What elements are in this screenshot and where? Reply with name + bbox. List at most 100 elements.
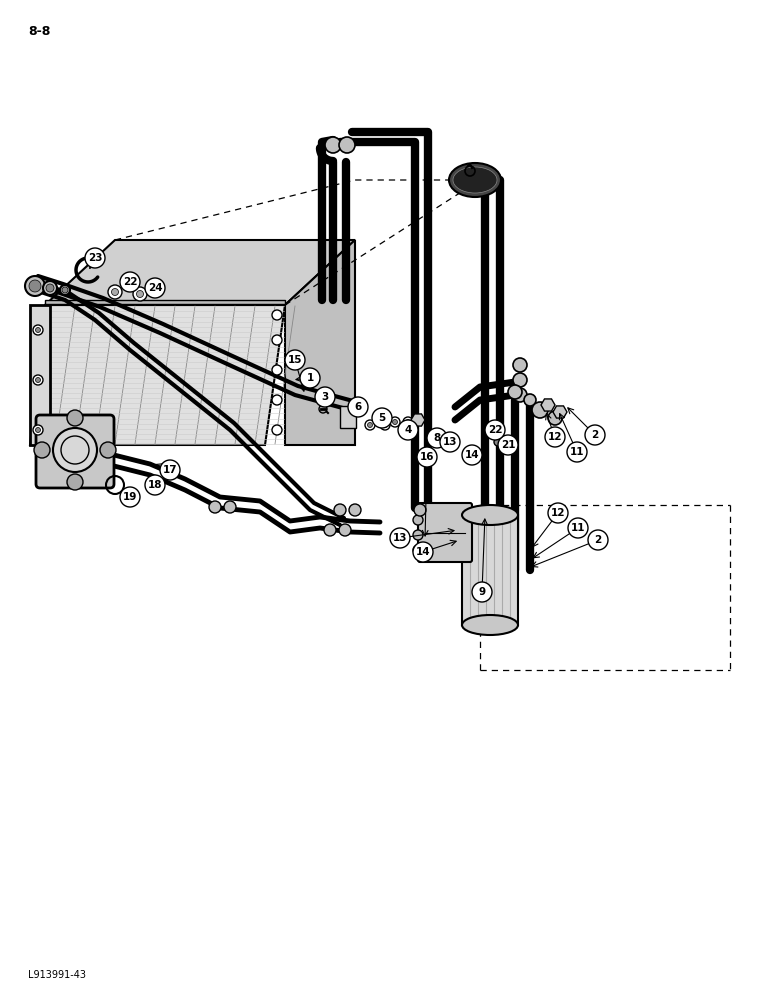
- Circle shape: [43, 281, 57, 295]
- Text: 12: 12: [548, 432, 562, 442]
- Circle shape: [585, 425, 605, 445]
- Circle shape: [339, 524, 351, 536]
- Circle shape: [100, 442, 116, 458]
- Circle shape: [568, 518, 588, 538]
- Circle shape: [285, 350, 305, 370]
- Text: 24: 24: [147, 283, 162, 293]
- Text: 16: 16: [420, 452, 434, 462]
- Text: 22: 22: [122, 277, 137, 287]
- Circle shape: [472, 582, 492, 602]
- Text: 14: 14: [465, 450, 480, 460]
- Circle shape: [272, 310, 282, 320]
- Circle shape: [25, 276, 45, 296]
- Circle shape: [403, 417, 413, 427]
- Circle shape: [29, 280, 41, 292]
- Polygon shape: [285, 240, 355, 445]
- Text: 18: 18: [147, 480, 162, 490]
- Text: 11: 11: [569, 447, 584, 457]
- Text: 2: 2: [594, 535, 601, 545]
- Circle shape: [372, 408, 392, 428]
- Circle shape: [548, 503, 568, 523]
- Circle shape: [224, 501, 236, 513]
- Circle shape: [160, 460, 180, 480]
- Circle shape: [498, 435, 518, 455]
- Circle shape: [513, 373, 527, 387]
- Circle shape: [272, 425, 282, 435]
- Circle shape: [414, 504, 426, 516]
- Circle shape: [390, 417, 400, 427]
- Circle shape: [136, 290, 144, 298]
- Circle shape: [46, 284, 54, 292]
- Text: 2: 2: [591, 430, 598, 440]
- Polygon shape: [541, 399, 555, 411]
- Circle shape: [567, 442, 587, 462]
- Text: 9: 9: [478, 587, 486, 597]
- Circle shape: [392, 420, 398, 424]
- Ellipse shape: [449, 163, 501, 197]
- Circle shape: [532, 402, 548, 418]
- Text: 1: 1: [307, 373, 314, 383]
- Text: 17: 17: [163, 465, 177, 475]
- Circle shape: [545, 427, 565, 447]
- Text: 14: 14: [416, 547, 431, 557]
- Circle shape: [390, 528, 410, 548]
- Text: 8: 8: [434, 433, 441, 443]
- Circle shape: [120, 272, 140, 292]
- Text: 11: 11: [571, 523, 585, 533]
- Circle shape: [60, 285, 70, 295]
- Circle shape: [272, 395, 282, 405]
- Text: 6: 6: [354, 402, 362, 412]
- Circle shape: [112, 288, 119, 296]
- Circle shape: [548, 411, 562, 425]
- Circle shape: [440, 432, 460, 452]
- Circle shape: [413, 530, 423, 540]
- Text: 13: 13: [393, 533, 407, 543]
- Circle shape: [108, 285, 122, 299]
- Circle shape: [36, 428, 41, 432]
- Circle shape: [33, 375, 43, 385]
- Circle shape: [417, 447, 437, 467]
- Circle shape: [367, 422, 373, 428]
- FancyBboxPatch shape: [36, 415, 114, 488]
- Circle shape: [348, 397, 368, 417]
- Ellipse shape: [462, 505, 518, 525]
- Circle shape: [67, 410, 83, 426]
- Circle shape: [406, 420, 410, 424]
- Circle shape: [36, 377, 41, 382]
- Text: 12: 12: [551, 508, 566, 518]
- Circle shape: [508, 385, 522, 399]
- Bar: [462, 515, 518, 625]
- Circle shape: [462, 445, 482, 465]
- Text: 8-8: 8-8: [28, 25, 51, 38]
- Circle shape: [133, 287, 147, 301]
- Ellipse shape: [462, 615, 518, 635]
- Text: 4: 4: [404, 425, 412, 435]
- Text: 15: 15: [288, 355, 303, 365]
- Circle shape: [145, 475, 165, 495]
- Circle shape: [272, 335, 282, 345]
- Circle shape: [272, 365, 282, 375]
- Circle shape: [588, 530, 608, 550]
- Text: 19: 19: [122, 492, 137, 502]
- Circle shape: [319, 405, 327, 413]
- Circle shape: [380, 420, 390, 430]
- Circle shape: [300, 368, 320, 388]
- Ellipse shape: [453, 167, 497, 193]
- Circle shape: [485, 420, 505, 440]
- Circle shape: [67, 474, 83, 490]
- Circle shape: [339, 137, 355, 153]
- Circle shape: [33, 325, 43, 335]
- Polygon shape: [553, 406, 567, 418]
- Circle shape: [145, 278, 165, 298]
- Text: 13: 13: [443, 437, 457, 447]
- Text: 23: 23: [87, 253, 102, 263]
- Circle shape: [62, 287, 68, 293]
- Circle shape: [427, 428, 447, 448]
- Circle shape: [315, 387, 335, 407]
- Polygon shape: [30, 305, 50, 445]
- Circle shape: [398, 420, 418, 440]
- FancyBboxPatch shape: [418, 503, 472, 562]
- Circle shape: [413, 515, 423, 525]
- Circle shape: [365, 420, 375, 430]
- Circle shape: [382, 422, 388, 428]
